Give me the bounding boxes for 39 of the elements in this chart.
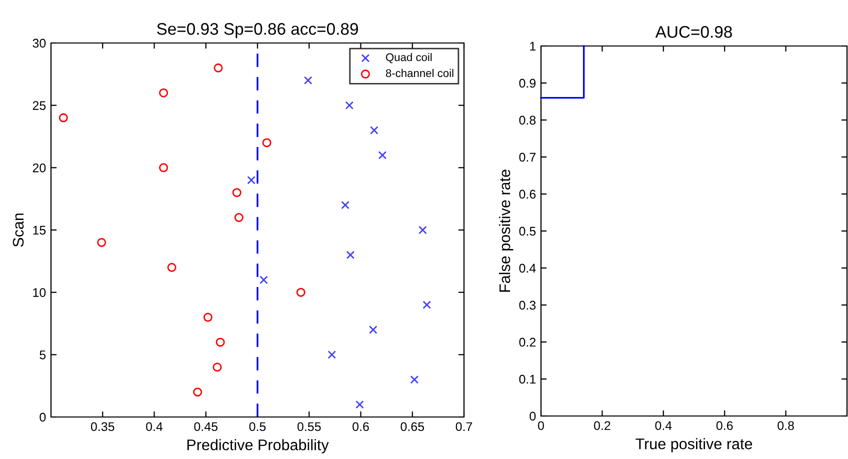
x-axis-title: True positive rate	[636, 438, 752, 452]
x-tick-label: 0.65	[400, 422, 424, 432]
y-tick-label: 0	[530, 412, 536, 421]
x-tick-label: 0.8	[778, 421, 794, 430]
y-tick-label: 0.3	[519, 300, 536, 310]
y-axis-title: Scan	[12, 214, 24, 247]
y-axis-title: False positive rate	[498, 170, 514, 292]
x-tick-label: 0.55	[297, 422, 321, 432]
x-tick-label: 0.35	[90, 422, 114, 432]
x-axis-title: Predictive Probability	[187, 439, 329, 454]
chart-title: Se=0.93 Sp=0.86 acc=0.89	[157, 23, 358, 38]
y-tick-label: 0.5	[519, 226, 536, 236]
x-tick-label: 0.5	[249, 422, 266, 432]
x-tick-label: 0.7	[456, 422, 472, 432]
y-tick-label: 0.6	[519, 190, 536, 199]
y-tick-label: 0.7	[519, 152, 536, 162]
y-tick-label: 0.4	[519, 264, 536, 273]
x-tick-label: 0.6	[716, 421, 733, 430]
y-tick-label: 5	[40, 350, 46, 360]
y-tick-label: 0.8	[519, 116, 536, 125]
x-tick-label: 0.4	[655, 421, 672, 430]
x-tick-label: 0.6	[352, 422, 369, 432]
x-tick-label: 0	[538, 421, 544, 430]
legend-label: Quad coil	[386, 53, 432, 64]
x-tick-label: 0.4	[146, 422, 163, 432]
y-tick-label: 1	[530, 42, 536, 51]
y-tick-label: 0.2	[519, 338, 536, 347]
y-tick-label: 25	[32, 101, 46, 110]
y-tick-label: 30	[32, 38, 46, 48]
x-tick-label: 0.2	[594, 421, 610, 430]
x-tick-label: 0.45	[194, 422, 218, 432]
y-tick-label: 0	[40, 412, 46, 422]
y-tick-label: 0.9	[519, 78, 536, 88]
chart-title: AUC=0.98	[655, 26, 732, 38]
legend-label: 8-channel coil	[386, 68, 454, 78]
y-tick-label: 10	[33, 288, 46, 297]
y-tick-label: 0.1	[519, 374, 536, 384]
y-tick-label: 15	[33, 226, 46, 235]
y-tick-label: 20	[32, 163, 46, 172]
